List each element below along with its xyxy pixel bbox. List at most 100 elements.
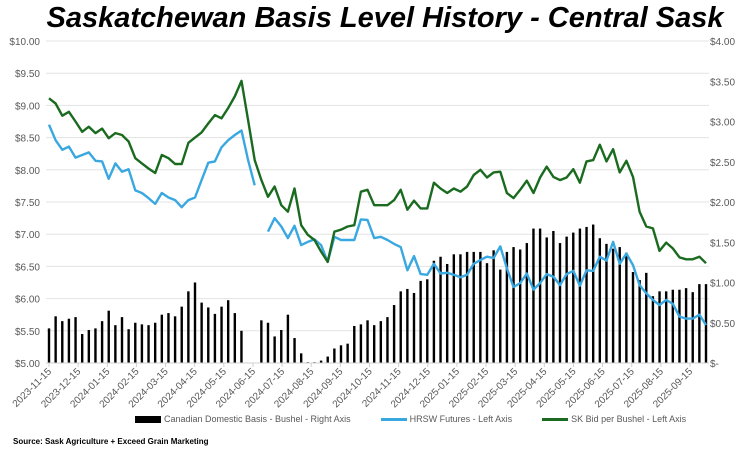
basis-bar [512, 247, 515, 363]
basis-bar [691, 292, 694, 363]
basis-bar [339, 345, 343, 363]
basis-bar [459, 254, 462, 363]
basis-bar [638, 280, 641, 363]
basis-bar [319, 360, 323, 363]
basis-bar [645, 272, 648, 363]
basis-bar [353, 325, 356, 363]
basis-bar [452, 254, 456, 363]
basis-bar [67, 318, 71, 363]
basis-bar [187, 291, 190, 363]
right-axis-tick-label: $- [710, 359, 719, 370]
basis-bar [207, 307, 210, 363]
right-axis-tick-label: $2.50 [710, 158, 735, 169]
chart-title: Saskatchewan Basis Level History - Centr… [46, 2, 724, 34]
basis-bar [565, 236, 568, 363]
basis-bar [505, 251, 509, 363]
basis-bar [578, 228, 582, 363]
basis-bar [618, 247, 621, 363]
basis-bar [492, 250, 495, 363]
legend-item-hrsw: HRSW Futures - Left Axis [380, 414, 513, 424]
left-axis-tick-label: $8.00 [15, 166, 40, 177]
basis-bar [260, 320, 263, 363]
right-axis-tick-label: $1.00 [710, 279, 735, 290]
basis-bar [74, 317, 77, 363]
legend-item-sk-bid: SK Bid per Bushel - Left Axis [542, 414, 686, 424]
left-axis-tick-label: $9.00 [15, 101, 40, 112]
right-axis-tick-label: $3.00 [710, 118, 735, 129]
basis-bar [525, 243, 529, 363]
basis-bar [299, 353, 303, 363]
left-axis-tick-label: $7.50 [15, 198, 40, 209]
legend-label-hrsw: HRSW Futures - Left Axis [409, 414, 513, 424]
basis-bar [47, 328, 51, 363]
basis-bar [465, 251, 469, 363]
basis-bar [61, 321, 64, 363]
basis-bar [625, 252, 628, 363]
basis-bar [226, 300, 230, 363]
right-axis-tick-label: $0.50 [710, 319, 735, 330]
basis-bar [153, 322, 157, 363]
basis-bar [472, 251, 475, 363]
basis-bar [293, 338, 296, 363]
basis-bar [180, 306, 183, 363]
basis-bar [167, 313, 170, 363]
basis-bar [326, 356, 329, 363]
basis-bar [193, 282, 197, 363]
basis-bar [585, 226, 588, 363]
basis-bar [100, 321, 104, 363]
left-axis-tick-label: $5.00 [15, 359, 40, 370]
basis-bar [678, 289, 681, 363]
basis-bar [399, 291, 402, 363]
basis-bar [386, 317, 389, 363]
basis-bar [538, 228, 542, 363]
basis-bar [605, 243, 608, 363]
basis-bar [684, 288, 688, 363]
right-axis-tick-label: $4.00 [710, 37, 735, 48]
left-axis-tick-label: $5.50 [15, 327, 40, 338]
basis-bar [671, 289, 675, 363]
basis-bar [127, 329, 130, 363]
basis-bar [273, 336, 276, 363]
hrsw-futures-line [47, 124, 708, 326]
basis-bar [598, 238, 602, 363]
basis-bar [333, 348, 336, 363]
legend-item-basis: Canadian Domestic Basis - Bushel - Right… [135, 414, 351, 424]
basis-bar [572, 232, 575, 363]
legend-label-sk-bid: SK Bid per Bushel - Left Axis [571, 414, 687, 424]
basis-bar [372, 325, 376, 363]
basis-bar [439, 256, 442, 363]
basis-bar [80, 334, 84, 363]
basis-bar [213, 313, 217, 363]
basis-bar [558, 243, 562, 363]
sk-bid-line [48, 79, 707, 265]
legend-label-basis: Canadian Domestic Basis - Bushel - Right… [164, 414, 351, 424]
left-axis-tick-label: $9.50 [15, 69, 40, 80]
left-axis-tick-label: $6.00 [15, 295, 40, 306]
basis-bar [240, 330, 243, 363]
left-axis-tick-label: $6.50 [15, 262, 40, 273]
basis-bar [412, 292, 416, 363]
basis-bar [160, 314, 164, 363]
basis-bar [392, 305, 396, 363]
basis-bar [54, 316, 57, 363]
basis-bar [266, 322, 270, 363]
basis-bar [611, 248, 615, 363]
basis-bar [432, 260, 436, 363]
basis-bar [426, 279, 429, 363]
basis-bar [114, 325, 117, 363]
basis-bar [233, 313, 237, 363]
basis-bar [220, 306, 223, 363]
basis-bar [631, 272, 635, 363]
legend-swatch-basis [135, 415, 161, 423]
source-note: Source: Sask Agriculture + Exceed Grain … [13, 437, 209, 446]
basis-bar [87, 329, 91, 363]
basis-bar [280, 329, 283, 363]
basis-bar [359, 324, 363, 363]
left-axis-tick-label: $7.00 [15, 230, 40, 241]
basis-bar [445, 263, 449, 363]
right-axis-tick-label: $2.00 [710, 198, 735, 209]
basis-bar [120, 317, 124, 363]
legend-swatch-sk-bid [542, 417, 569, 421]
right-axis-tick-label: $1.50 [710, 238, 735, 249]
